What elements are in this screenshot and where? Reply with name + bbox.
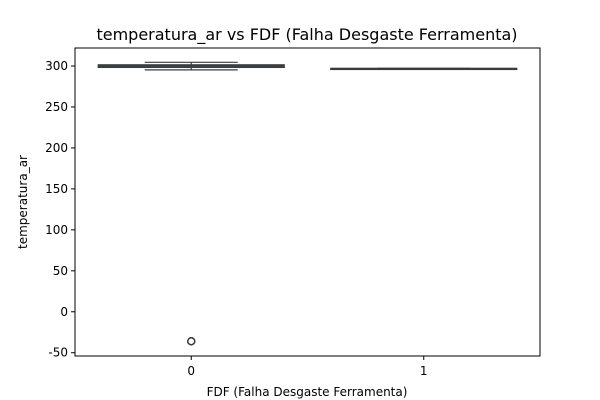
- chart-title: temperatura_ar vs FDF (Falha Desgaste Fe…: [96, 25, 517, 45]
- y-tick-label: 250: [45, 100, 68, 114]
- box-group-1: [330, 67, 518, 71]
- y-tick-label: 200: [45, 141, 68, 155]
- x-tick-label: 1: [420, 364, 428, 378]
- boxes-layer: [97, 61, 518, 346]
- box-group-0: [97, 61, 285, 346]
- plot-frame: [74, 47, 541, 357]
- outlier-point: [187, 337, 196, 346]
- x-tick-label: 0: [187, 364, 195, 378]
- y-axis-label: temperatura_ar: [16, 155, 30, 249]
- y-tick-label: 300: [45, 59, 68, 73]
- y-tick-label: -50: [48, 346, 68, 360]
- y-tick-label: 150: [45, 182, 68, 196]
- y-tick-label: 100: [45, 223, 68, 237]
- x-axis-label: FDF (Falha Desgaste Ferramenta): [207, 385, 408, 399]
- y-tick-label: 0: [60, 305, 68, 319]
- y-axis: -50 0 50 100 150 200 250 300: [45, 59, 75, 360]
- y-tick-label: 50: [53, 264, 68, 278]
